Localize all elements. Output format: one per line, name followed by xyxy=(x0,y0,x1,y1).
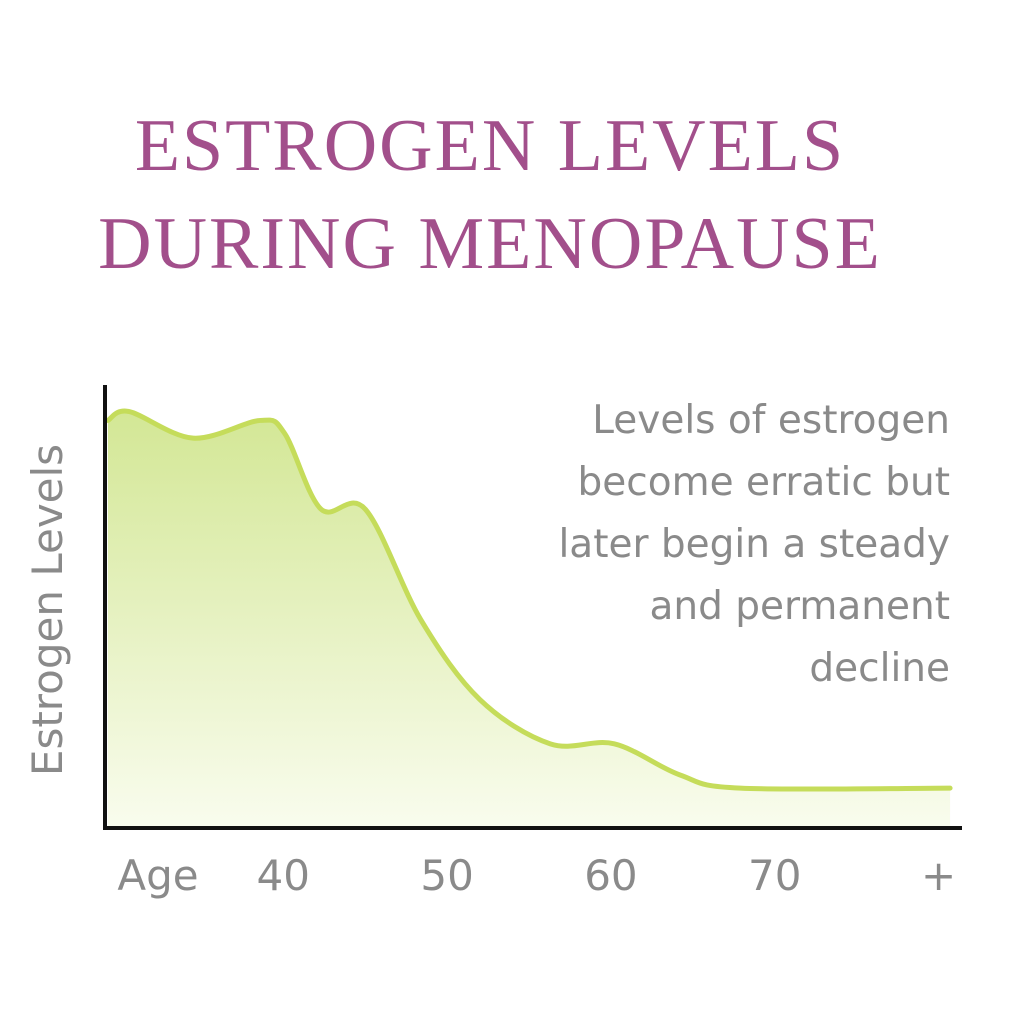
annotation: Levels of estrogen xyxy=(592,398,950,443)
chart-title: ESTROGEN LEVELS xyxy=(135,105,845,187)
x-tick-label: 70 xyxy=(748,851,801,900)
x-tick-label: 50 xyxy=(420,851,473,900)
annotation: become erratic but xyxy=(578,460,950,505)
annotation: and permanent xyxy=(650,584,950,629)
x-tick-label: + xyxy=(921,851,956,900)
y-axis-label: Estrogen Levels xyxy=(23,444,72,776)
x-tick-label: 60 xyxy=(584,851,637,900)
chart-title: DURING MENOPAUSE xyxy=(98,203,882,285)
annotation: decline xyxy=(809,646,950,691)
area-line xyxy=(105,408,953,792)
x-tick-label: 40 xyxy=(257,851,310,900)
area-fill xyxy=(107,411,951,828)
annotation: later begin a steady xyxy=(558,522,950,567)
x-axis-label: Age xyxy=(117,851,198,900)
